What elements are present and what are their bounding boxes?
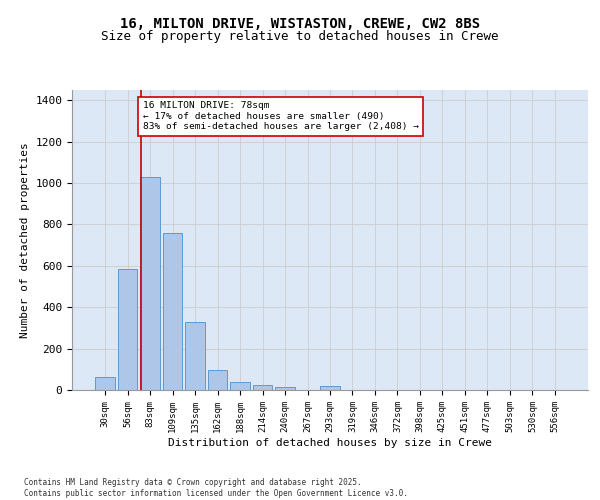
Bar — [208, 370, 227, 390]
Bar — [163, 233, 182, 390]
Text: Size of property relative to detached houses in Crewe: Size of property relative to detached ho… — [101, 30, 499, 43]
Text: 16, MILTON DRIVE, WISTASTON, CREWE, CW2 8BS: 16, MILTON DRIVE, WISTASTON, CREWE, CW2 … — [120, 18, 480, 32]
Bar — [118, 269, 137, 390]
X-axis label: Distribution of detached houses by size in Crewe: Distribution of detached houses by size … — [168, 438, 492, 448]
Y-axis label: Number of detached properties: Number of detached properties — [20, 142, 30, 338]
Bar — [253, 385, 272, 390]
Bar — [140, 177, 160, 390]
Bar — [230, 382, 250, 390]
Bar — [185, 322, 205, 390]
Text: 16 MILTON DRIVE: 78sqm
← 17% of detached houses are smaller (490)
83% of semi-de: 16 MILTON DRIVE: 78sqm ← 17% of detached… — [143, 102, 419, 131]
Bar — [275, 387, 295, 390]
Bar — [95, 376, 115, 390]
Text: Contains HM Land Registry data © Crown copyright and database right 2025.
Contai: Contains HM Land Registry data © Crown c… — [24, 478, 408, 498]
Bar — [320, 386, 340, 390]
